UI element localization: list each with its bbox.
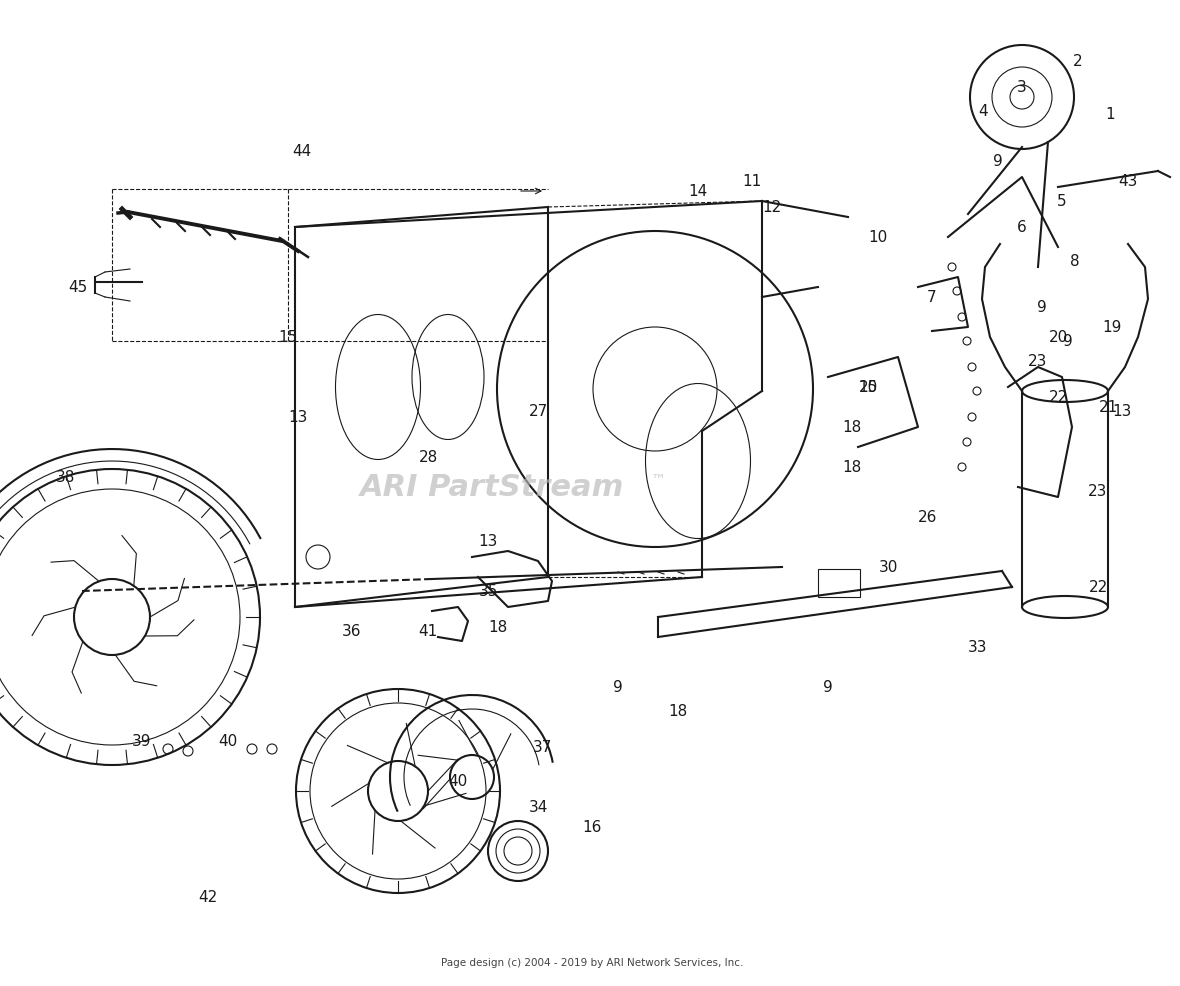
Bar — [818, 570, 860, 598]
Text: 27: 27 — [529, 404, 548, 419]
Text: 22: 22 — [1048, 390, 1068, 405]
Text: 12: 12 — [762, 200, 781, 215]
Text: 43: 43 — [1119, 175, 1138, 189]
Text: 6: 6 — [1017, 220, 1027, 236]
Text: 20: 20 — [1048, 330, 1068, 345]
Text: 18: 18 — [843, 420, 861, 435]
Text: 9: 9 — [824, 679, 833, 695]
Text: 22: 22 — [1088, 580, 1108, 595]
Text: 3: 3 — [1017, 81, 1027, 96]
Text: 26: 26 — [918, 510, 938, 525]
Text: 40: 40 — [218, 734, 237, 748]
Text: 14: 14 — [688, 184, 708, 199]
Text: 7: 7 — [927, 290, 937, 306]
Text: 33: 33 — [969, 640, 988, 655]
Text: 9: 9 — [1037, 300, 1047, 316]
Text: 8: 8 — [1070, 254, 1080, 269]
Text: 1: 1 — [1106, 107, 1115, 122]
Text: 42: 42 — [198, 889, 217, 904]
Text: 39: 39 — [132, 734, 152, 748]
Text: 41: 41 — [419, 624, 438, 639]
Text: 44: 44 — [293, 144, 312, 160]
Text: 35: 35 — [478, 584, 498, 599]
Text: 30: 30 — [878, 560, 898, 575]
Text: 23: 23 — [1028, 354, 1048, 369]
Text: 9: 9 — [1063, 334, 1073, 349]
Text: 16: 16 — [582, 819, 602, 835]
Text: 37: 37 — [532, 740, 552, 754]
Text: 2: 2 — [1073, 54, 1083, 69]
Text: ARI PartStream: ARI PartStream — [360, 473, 624, 502]
Text: 40: 40 — [448, 774, 467, 789]
Text: 13: 13 — [1113, 404, 1132, 419]
Text: 11: 11 — [742, 175, 761, 189]
Text: 13: 13 — [478, 534, 498, 549]
Text: 36: 36 — [342, 624, 362, 639]
Text: 34: 34 — [529, 800, 548, 814]
Text: 4: 4 — [978, 105, 988, 119]
Text: Page design (c) 2004 - 2019 by ARI Network Services, Inc.: Page design (c) 2004 - 2019 by ARI Netwo… — [441, 957, 743, 967]
Text: 38: 38 — [55, 470, 74, 485]
Text: 18: 18 — [489, 620, 507, 635]
Text: 9: 9 — [614, 679, 623, 695]
Text: 28: 28 — [419, 450, 438, 465]
Text: 15: 15 — [278, 330, 297, 345]
Text: 45: 45 — [68, 280, 87, 295]
Text: 10: 10 — [858, 381, 878, 395]
Text: 10: 10 — [868, 231, 887, 246]
Text: 18: 18 — [843, 460, 861, 475]
Text: 25: 25 — [858, 381, 878, 395]
Text: 23: 23 — [1088, 484, 1108, 499]
Text: 19: 19 — [1102, 320, 1122, 335]
Text: 13: 13 — [288, 410, 308, 425]
Text: 18: 18 — [668, 704, 688, 719]
Text: ™: ™ — [650, 472, 666, 487]
Text: 21: 21 — [1099, 400, 1117, 415]
Text: 5: 5 — [1057, 194, 1067, 209]
Text: 9: 9 — [994, 155, 1003, 170]
